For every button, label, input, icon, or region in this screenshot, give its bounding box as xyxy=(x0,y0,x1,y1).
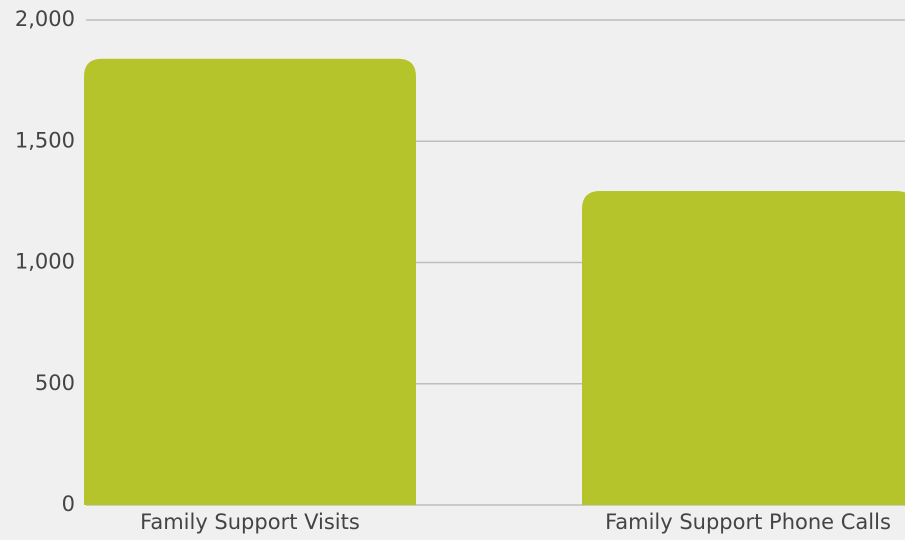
y-tick-label: 1,000 xyxy=(15,250,75,274)
y-tick-label: 1,500 xyxy=(15,128,75,152)
x-tick-label: Family Support Phone Calls xyxy=(605,510,891,534)
x-tick-label: Family Support Visits xyxy=(140,510,360,534)
bar xyxy=(582,190,905,505)
bar xyxy=(84,58,416,506)
y-tick-label: 2,000 xyxy=(15,7,75,31)
y-tick-label: 500 xyxy=(35,371,75,395)
y-tick-label: 0 xyxy=(62,492,75,516)
